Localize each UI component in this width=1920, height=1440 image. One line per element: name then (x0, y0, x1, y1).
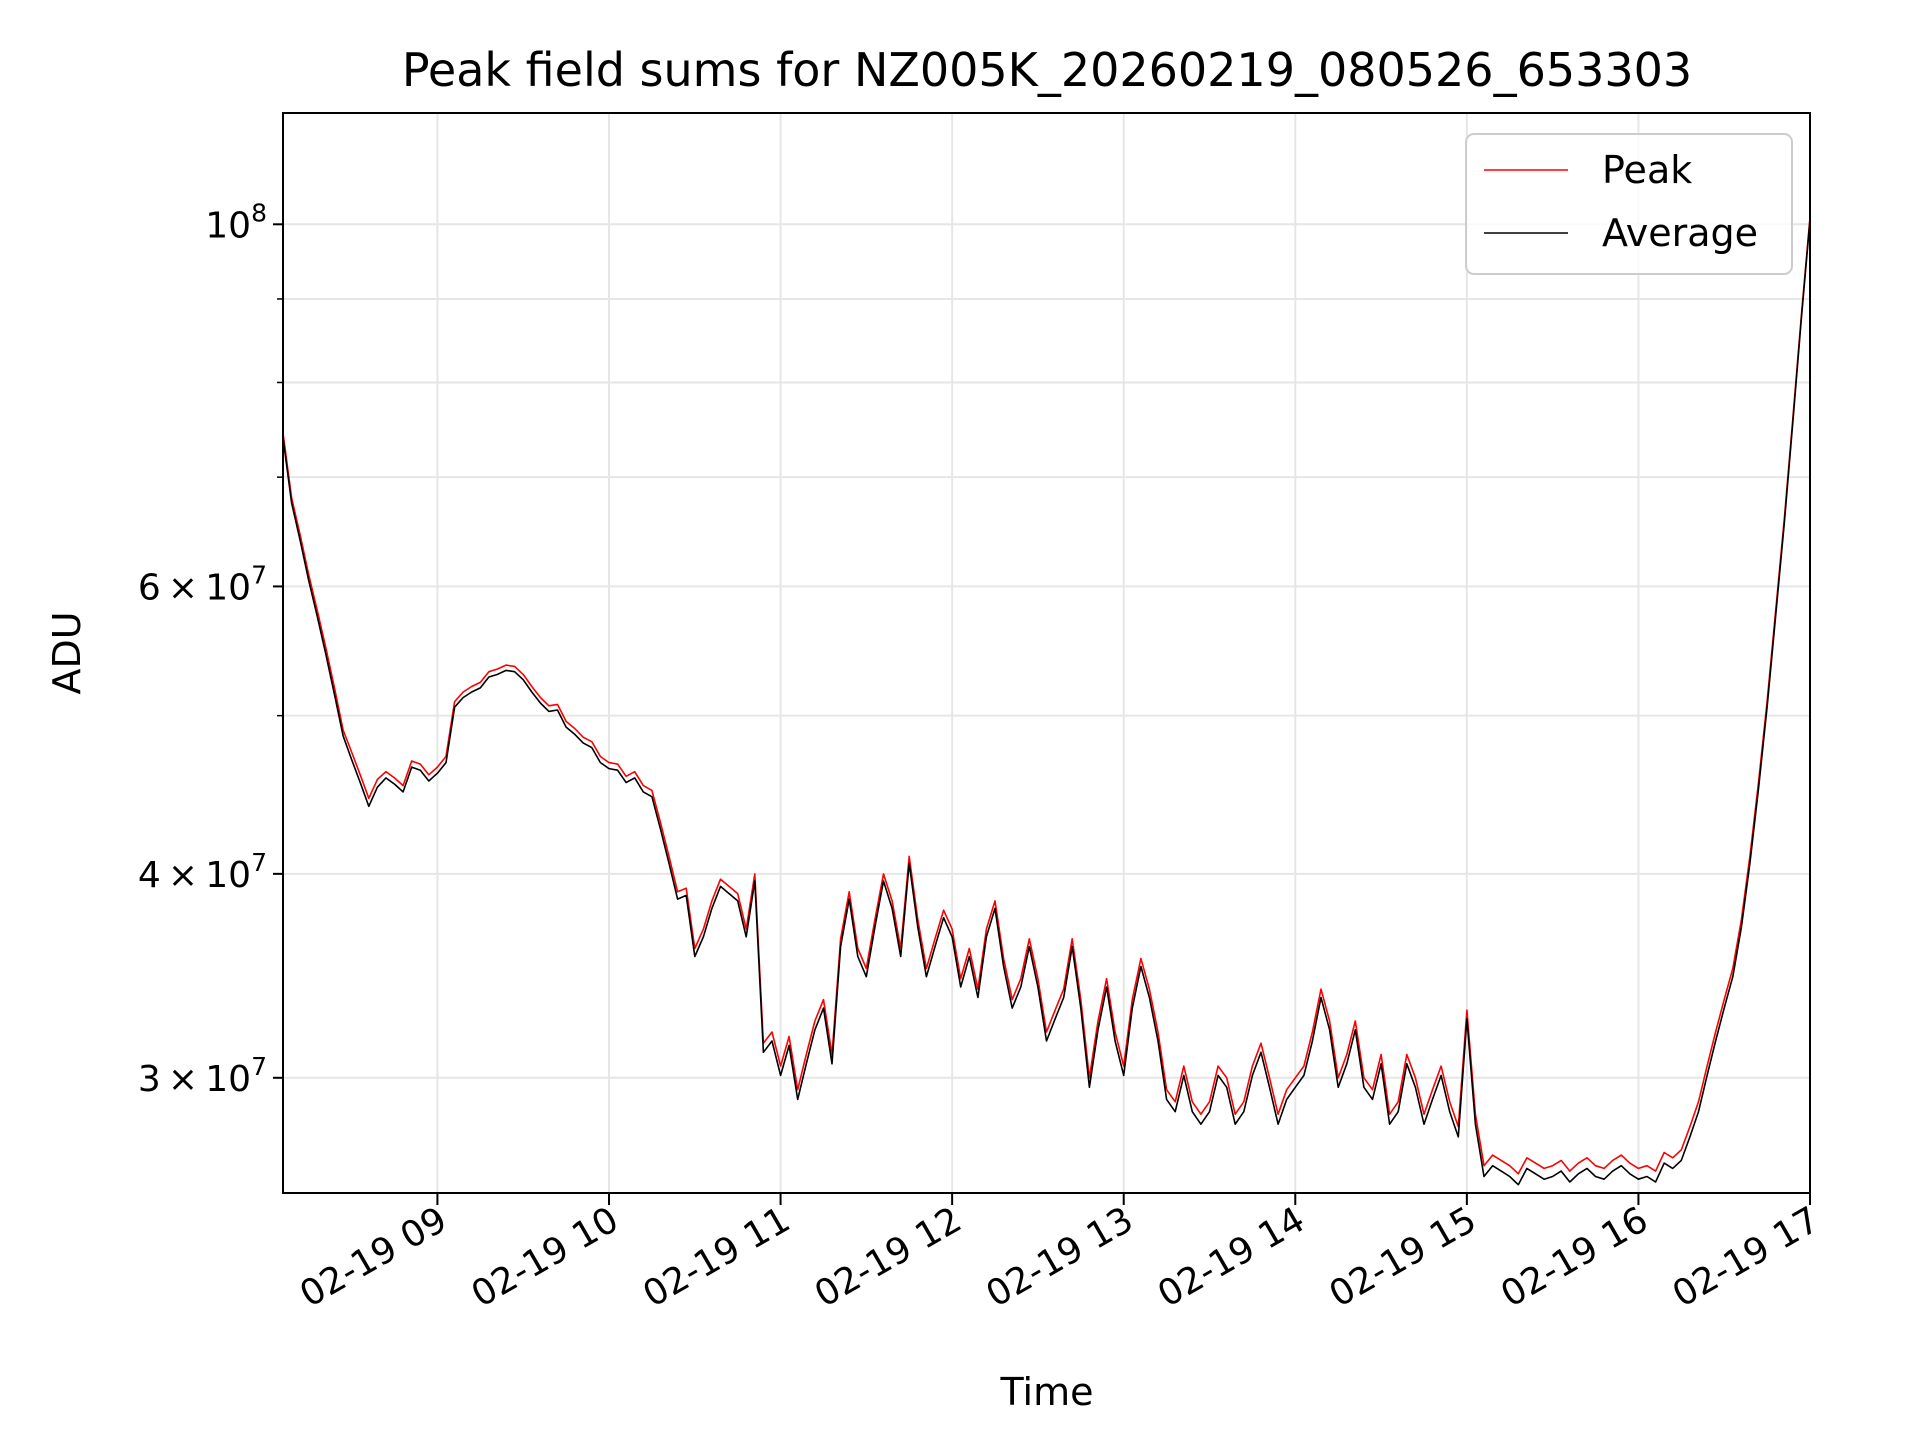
series-line-peak (282, 217, 1811, 1175)
y-tick-label: 4 × 107 (138, 848, 267, 896)
series-line-average (282, 220, 1811, 1186)
legend-label-peak: Peak (1602, 148, 1692, 192)
y-tick-label: 3 × 107 (138, 1052, 267, 1100)
grid (283, 113, 1811, 1193)
x-axis-label: Time (1000, 1370, 1094, 1414)
series-layer (282, 217, 1811, 1186)
y-axis: 3 × 107 4 × 107 6 × 107 108 (138, 198, 283, 1100)
y-tick-label: 108 (205, 198, 267, 246)
y-axis-label: ADU (45, 611, 89, 694)
legend-box (1465, 133, 1793, 275)
chart-title: Peak field sums for NZ005K_20260219_0805… (402, 43, 1692, 97)
plot-frame (282, 112, 1811, 1194)
y-tick-label: 6 × 107 (138, 560, 267, 608)
legend: Peak Average (1465, 133, 1793, 275)
legend-label-average: Average (1602, 211, 1758, 255)
